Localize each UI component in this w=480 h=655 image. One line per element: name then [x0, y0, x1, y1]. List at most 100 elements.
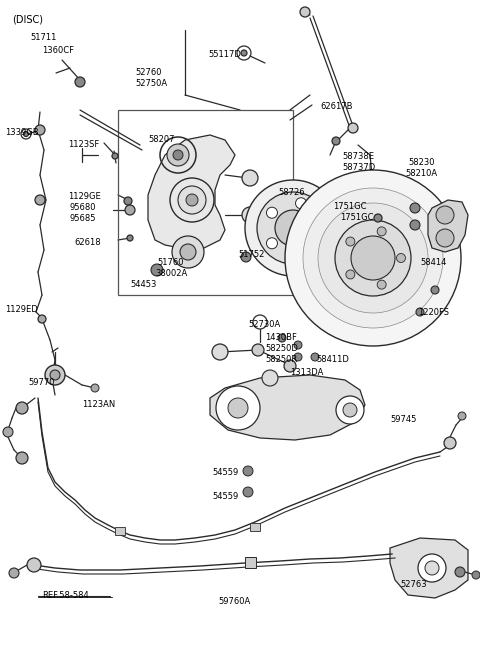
- Circle shape: [186, 194, 198, 206]
- Circle shape: [311, 191, 321, 201]
- Text: 51752: 51752: [238, 250, 264, 259]
- Circle shape: [243, 487, 253, 497]
- Circle shape: [285, 170, 461, 346]
- Circle shape: [346, 270, 355, 279]
- Text: 58207: 58207: [148, 135, 175, 144]
- Text: 1751GC: 1751GC: [340, 213, 373, 222]
- Circle shape: [112, 153, 118, 159]
- Text: 51760: 51760: [157, 258, 183, 267]
- Circle shape: [266, 207, 277, 218]
- Circle shape: [455, 567, 465, 577]
- Circle shape: [124, 197, 132, 205]
- Circle shape: [38, 315, 46, 323]
- Text: REF.58-584: REF.58-584: [42, 591, 89, 600]
- Circle shape: [351, 236, 395, 280]
- Circle shape: [294, 353, 302, 361]
- Text: 54559: 54559: [212, 468, 238, 477]
- Circle shape: [45, 365, 65, 385]
- Circle shape: [418, 554, 446, 582]
- Circle shape: [127, 235, 133, 241]
- Circle shape: [300, 7, 310, 17]
- Circle shape: [318, 203, 428, 313]
- Text: 58210A: 58210A: [405, 169, 437, 178]
- Circle shape: [212, 344, 228, 360]
- Text: 38002A: 38002A: [155, 269, 187, 278]
- Circle shape: [172, 236, 204, 268]
- Circle shape: [335, 220, 411, 296]
- Bar: [118, 110, 293, 295]
- Circle shape: [431, 286, 439, 294]
- Circle shape: [243, 466, 253, 476]
- Circle shape: [444, 437, 456, 449]
- Text: 62617B: 62617B: [320, 102, 352, 111]
- Text: 58726: 58726: [278, 188, 305, 197]
- Polygon shape: [148, 135, 235, 250]
- Text: 1339GB: 1339GB: [5, 128, 38, 137]
- Circle shape: [296, 247, 307, 258]
- Circle shape: [35, 195, 45, 205]
- Text: 51711: 51711: [30, 33, 56, 42]
- Circle shape: [332, 137, 340, 145]
- Circle shape: [151, 264, 163, 276]
- Circle shape: [50, 370, 60, 380]
- Circle shape: [241, 50, 247, 56]
- Circle shape: [75, 77, 85, 87]
- Circle shape: [3, 427, 13, 437]
- Text: 52760: 52760: [135, 68, 161, 77]
- Circle shape: [173, 150, 183, 160]
- Text: 58738E: 58738E: [342, 152, 374, 161]
- Polygon shape: [210, 375, 365, 440]
- Circle shape: [348, 123, 358, 133]
- Circle shape: [346, 237, 355, 246]
- Text: 58414: 58414: [420, 258, 446, 267]
- Text: 62618: 62618: [74, 238, 101, 247]
- Circle shape: [425, 561, 439, 575]
- Circle shape: [374, 214, 382, 222]
- Circle shape: [296, 198, 307, 209]
- Text: 55117D: 55117D: [208, 50, 241, 59]
- Text: 52730A: 52730A: [248, 320, 280, 329]
- Circle shape: [305, 193, 311, 199]
- Circle shape: [303, 188, 443, 328]
- Text: 95685: 95685: [70, 214, 96, 223]
- Circle shape: [24, 132, 28, 136]
- Circle shape: [178, 186, 206, 214]
- Text: 59760A: 59760A: [218, 597, 250, 606]
- Circle shape: [336, 396, 364, 424]
- Text: 1313DA: 1313DA: [290, 368, 324, 377]
- Text: 54453: 54453: [130, 280, 156, 289]
- Polygon shape: [428, 200, 468, 252]
- Circle shape: [16, 402, 28, 414]
- Text: 95680: 95680: [70, 203, 96, 212]
- Circle shape: [396, 253, 406, 263]
- Circle shape: [257, 192, 329, 264]
- Circle shape: [167, 144, 189, 166]
- Text: 58250D: 58250D: [265, 344, 298, 353]
- Circle shape: [242, 170, 258, 186]
- Circle shape: [262, 370, 278, 386]
- Circle shape: [436, 206, 454, 224]
- Circle shape: [410, 203, 420, 213]
- Text: 1430BF: 1430BF: [265, 333, 297, 342]
- Text: 52763: 52763: [400, 580, 427, 589]
- Text: 1129GE: 1129GE: [68, 192, 101, 201]
- Text: 59745: 59745: [390, 415, 416, 424]
- Circle shape: [266, 238, 277, 249]
- Circle shape: [16, 452, 28, 464]
- Polygon shape: [390, 538, 468, 598]
- Circle shape: [294, 341, 302, 349]
- Circle shape: [252, 344, 264, 356]
- Circle shape: [180, 244, 196, 260]
- Circle shape: [410, 220, 420, 230]
- Text: 59770: 59770: [28, 378, 55, 387]
- Text: 52750A: 52750A: [135, 79, 167, 88]
- Circle shape: [228, 398, 248, 418]
- Circle shape: [311, 353, 319, 361]
- Text: 1360CF: 1360CF: [42, 46, 74, 55]
- Circle shape: [275, 210, 311, 246]
- Bar: [245, 557, 256, 568]
- Circle shape: [343, 403, 357, 417]
- Circle shape: [27, 558, 41, 572]
- Circle shape: [458, 412, 466, 420]
- Circle shape: [245, 180, 341, 276]
